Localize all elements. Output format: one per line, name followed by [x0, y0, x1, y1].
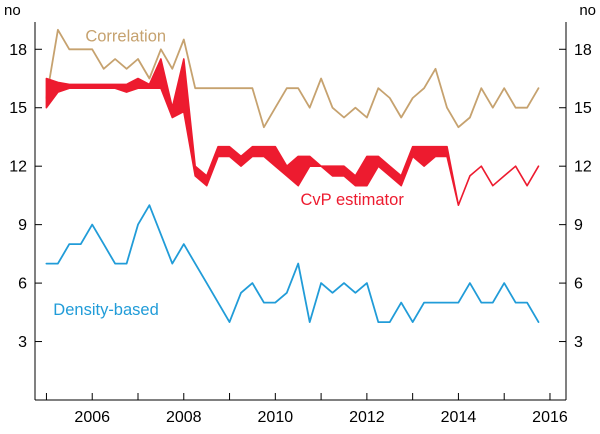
y-axis-tick-label-left: 18 [9, 42, 27, 59]
x-axis-tick-label: 2008 [166, 409, 202, 426]
series-label-density-based: Density-based [53, 301, 158, 319]
x-axis-tick-label: 2012 [349, 409, 385, 426]
y-axis-tick-label-right: 6 [574, 276, 583, 293]
y-axis-tick-label-right: 18 [574, 42, 592, 59]
x-axis-tick-label: 2006 [74, 409, 110, 426]
y-axis-tick-label-left: 6 [18, 276, 27, 293]
x-axis-tick-label: 2014 [441, 409, 477, 426]
y-axis-tick-label-left: 15 [9, 100, 27, 117]
y-axis-tick-label-left: 12 [9, 159, 27, 176]
y-axis-tick-label-right: 15 [574, 100, 592, 117]
y-axis-tick-label-left: 9 [18, 217, 27, 234]
series-correlation [45, 28, 540, 129]
y-axis-tick-label-right: 9 [574, 217, 583, 234]
x-axis-tick-label: 2016 [532, 409, 568, 426]
series-cvp-estimator [45, 58, 540, 206]
x-axis-tick-label: 2010 [258, 409, 294, 426]
y-axis-tick-label-right: 12 [574, 159, 592, 176]
y-axis-tick-label-right: 3 [574, 334, 583, 351]
y-axis-unit-left: no [4, 2, 21, 19]
series-label-cvp-estimator: CvP estimator [301, 191, 405, 209]
y-axis-unit-right: no [579, 2, 596, 19]
y-axis-tick-label-left: 3 [18, 334, 27, 351]
series-density-based [45, 204, 540, 324]
series-label-correlation: Correlation [85, 27, 166, 45]
